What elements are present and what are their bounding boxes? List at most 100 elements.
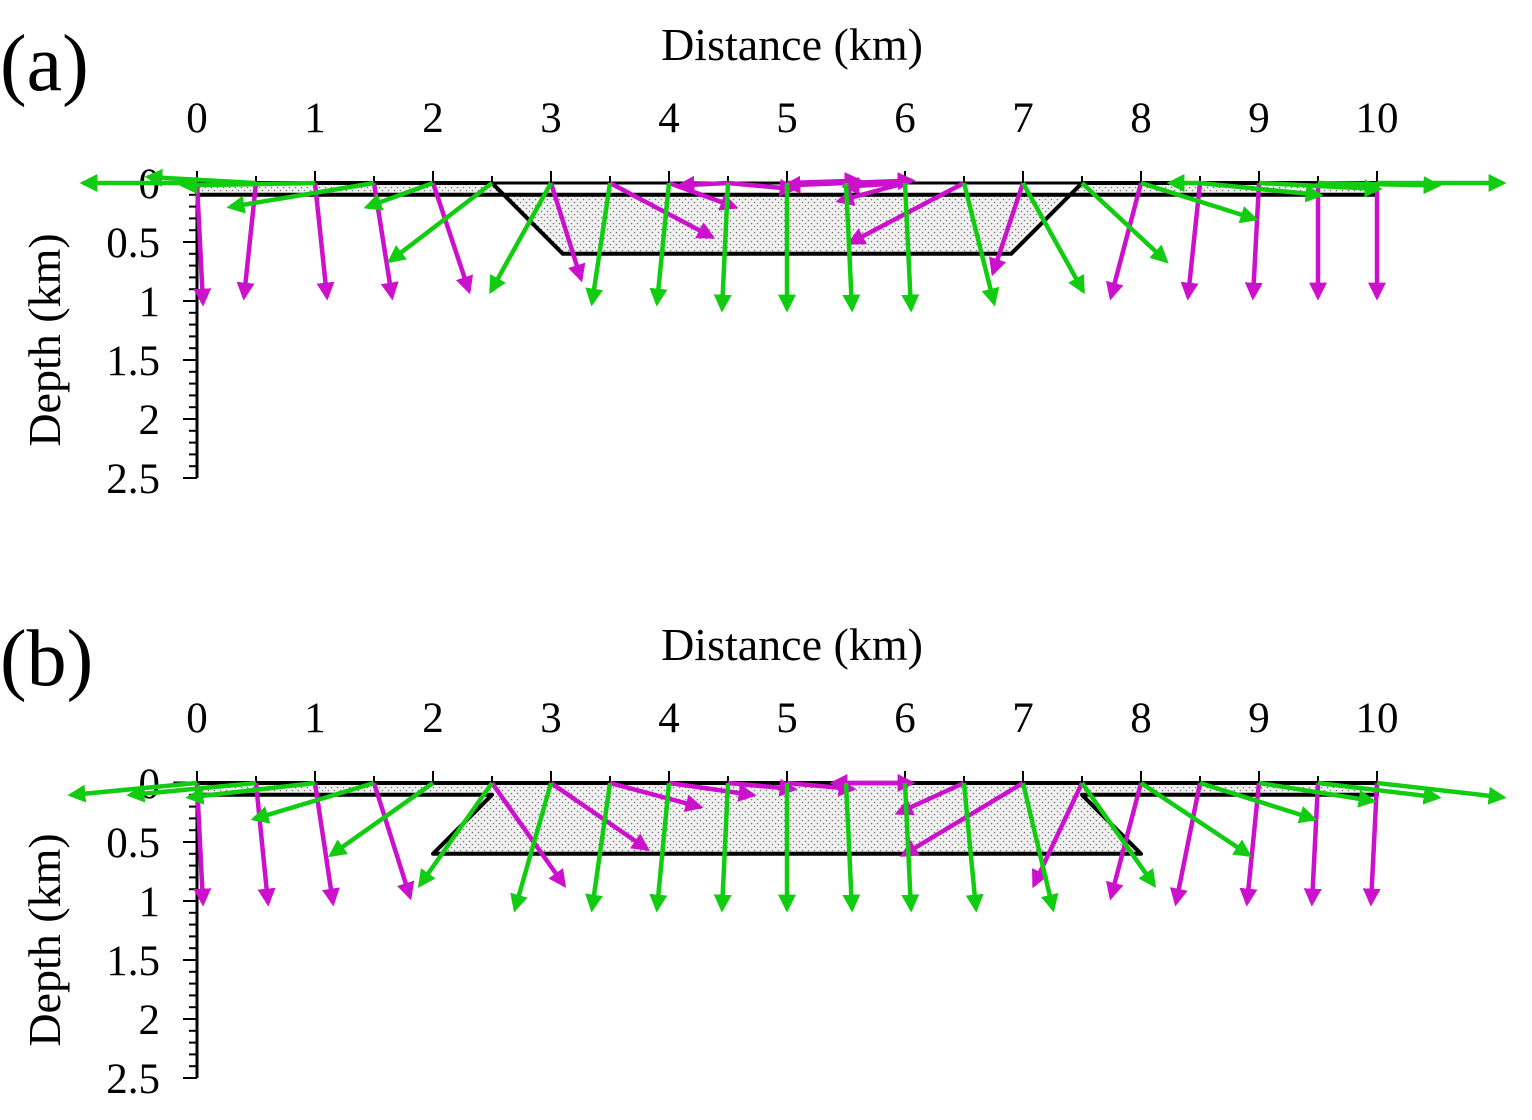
y-tick-label: 2.5 xyxy=(106,456,160,503)
green-arrow xyxy=(67,780,198,803)
x-tick-label: 4 xyxy=(658,695,680,742)
green-arrow xyxy=(1199,780,1318,824)
x-tick-label: 5 xyxy=(776,695,798,742)
green-arrow xyxy=(1317,780,1442,805)
green-arrow xyxy=(713,182,732,313)
x-tick-label: 8 xyxy=(1130,95,1152,142)
arrow-layer xyxy=(67,774,1507,913)
magenta-arrow xyxy=(1105,782,1144,901)
green-arrow xyxy=(842,182,861,313)
green-arrow xyxy=(842,782,861,913)
x-tick-label: 2 xyxy=(422,95,444,142)
magenta-arrow xyxy=(668,780,757,802)
magenta-arrow xyxy=(490,781,567,888)
green-arrow xyxy=(1140,180,1259,224)
x-tick-labels: 0 1 2 3 4 5 6 7 8 9 10 xyxy=(186,95,1398,142)
green-arrow xyxy=(1258,179,1383,198)
x-tick-label: 9 xyxy=(1248,695,1270,742)
x-tick-label: 1 xyxy=(304,695,326,742)
magenta-arrow xyxy=(1169,782,1203,907)
x-tick-label: 0 xyxy=(186,695,208,742)
x-tick-label: 7 xyxy=(1012,695,1034,742)
y-tick-label: 2.5 xyxy=(106,1056,160,1103)
magenta-arrow xyxy=(253,782,276,907)
y-axis-title: Depth (km) xyxy=(19,833,70,1046)
y-tick-label: 0.5 xyxy=(106,220,160,267)
green-arrow xyxy=(510,782,554,913)
green-arrow xyxy=(179,176,316,195)
arrow-layer xyxy=(79,168,1507,313)
x-tick-label: 6 xyxy=(894,95,916,142)
x-tick-label: 5 xyxy=(776,95,798,142)
x-tick-label: 10 xyxy=(1356,695,1399,742)
green-arrow xyxy=(1376,780,1507,805)
x-tick-label: 8 xyxy=(1130,695,1152,742)
green-arrow xyxy=(713,782,732,913)
magenta-arrow xyxy=(1244,182,1263,301)
green-arrow xyxy=(649,182,672,307)
green-arrow xyxy=(1139,781,1252,857)
y-axis-title: Depth (km) xyxy=(19,233,70,446)
green-arrow xyxy=(185,780,316,805)
green-arrow xyxy=(1020,782,1059,913)
green-arrow xyxy=(585,782,613,913)
x-tick-label: 10 xyxy=(1356,95,1399,142)
magenta-arrow xyxy=(608,181,716,239)
y-tick-label: 1.5 xyxy=(106,338,160,385)
y-tick-label: 1 xyxy=(139,879,161,926)
x-tick-label: 6 xyxy=(894,695,916,742)
green-arrow xyxy=(961,782,984,913)
green-arrow xyxy=(417,781,494,888)
magenta-arrow xyxy=(835,180,906,206)
magenta-arrow xyxy=(548,182,586,283)
green-arrow xyxy=(901,782,920,913)
green-arrow xyxy=(489,181,553,295)
green-arrow xyxy=(961,182,1000,307)
panel-label: (b) xyxy=(0,615,93,703)
x-tick-label: 2 xyxy=(422,695,444,742)
y-tick-labels: 0 0.5 1 1.5 2 2.5 xyxy=(106,161,160,503)
x-tick-label: 4 xyxy=(658,95,680,142)
y-tick-label: 0.5 xyxy=(106,820,160,867)
green-arrow xyxy=(1258,780,1377,808)
x-tick-label: 7 xyxy=(1012,95,1034,142)
y-tick-labels: 0 0.5 1 1.5 2 2.5 xyxy=(106,761,160,1103)
y-tick-label: 0 xyxy=(139,761,161,808)
magenta-arrow xyxy=(676,175,729,194)
magenta-arrow xyxy=(782,175,847,194)
green-arrow xyxy=(250,780,375,824)
panel-a: (a) Distance (km) Depth (km) 0 1 2 3 4 5… xyxy=(0,19,1507,503)
magenta-arrow xyxy=(1303,782,1322,907)
green-arrow xyxy=(1080,781,1157,888)
green-arrow xyxy=(901,182,920,313)
panel-b: (b) Distance (km) Depth (km) 0 1 2 3 4 5… xyxy=(0,615,1507,1103)
magenta-arrow xyxy=(312,182,335,301)
y-tick-label: 2 xyxy=(139,997,161,1044)
magenta-arrow xyxy=(312,782,340,907)
x-tick-label: 3 xyxy=(540,95,562,142)
panel-label: (a) xyxy=(0,20,89,108)
x-tick-label: 1 xyxy=(304,95,326,142)
x-tick-label: 0 xyxy=(186,95,208,142)
magenta-arrow xyxy=(894,780,965,816)
magenta-arrow xyxy=(430,182,473,295)
green-arrow xyxy=(387,181,494,264)
green-arrow xyxy=(1021,181,1085,295)
green-arrow xyxy=(226,180,375,214)
green-arrow xyxy=(649,782,672,913)
magenta-arrow xyxy=(609,780,704,812)
magenta-arrow xyxy=(899,781,1025,857)
x-tick-label: 9 xyxy=(1248,95,1270,142)
green-arrow xyxy=(1199,180,1324,203)
x-axis-title: Distance (km) xyxy=(661,19,923,70)
x-tick-label: 3 xyxy=(540,695,562,742)
x-tick-labels: 0 1 2 3 4 5 6 7 8 9 10 xyxy=(186,695,1398,742)
y-tick-label: 1.5 xyxy=(106,938,160,985)
magenta-arrow xyxy=(193,182,212,307)
magenta-arrow xyxy=(549,781,650,852)
green-arrow xyxy=(144,168,257,187)
magenta-arrow xyxy=(236,182,259,301)
magenta-arrow xyxy=(1105,182,1144,301)
green-arrow xyxy=(1080,181,1169,264)
